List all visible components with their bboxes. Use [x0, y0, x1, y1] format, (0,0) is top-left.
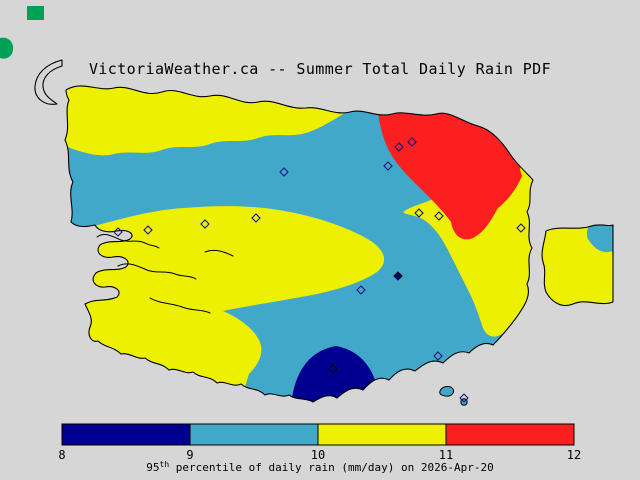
east-island-coastline: [541, 224, 614, 307]
colorbar-segment-yellow: [317, 423, 447, 446]
colorbar-tick: 12: [567, 448, 581, 462]
east-island-cyan: [586, 224, 613, 253]
colorbar-tick: 10: [311, 448, 325, 462]
coastline-main: [64, 85, 534, 403]
colorbar-caption-sup: th: [160, 460, 170, 469]
station-marker: [143, 225, 153, 235]
inlet-line: [204, 249, 234, 257]
coastline-hook: [34, 59, 63, 105]
colorbar-caption-rest: percentile of daily rain (mm/day) on 202…: [169, 461, 494, 474]
station-marker: [407, 137, 417, 147]
map-fragment-left-edge: [0, 37, 14, 59]
station-marker: [459, 393, 469, 403]
colorbar-tick: 9: [186, 448, 193, 462]
station-markers: [113, 137, 526, 403]
inlet-line: [149, 297, 211, 314]
colorbar: 8 9 10 11 12 95th percentile of daily ra…: [58, 423, 581, 474]
colorbar-caption-value: 95: [146, 461, 159, 474]
station-marker: [433, 351, 443, 361]
colorbar-tick: 8: [58, 448, 65, 462]
colorbar-tick: 11: [439, 448, 453, 462]
station-marker: [383, 161, 393, 171]
colorbar-segment-cyan: [189, 423, 319, 446]
colorbar-segment-red: [445, 423, 575, 446]
colorbar-frame: [61, 423, 575, 446]
islet: [439, 386, 454, 397]
station-marker: [279, 167, 289, 177]
station-marker: [328, 364, 338, 374]
station-marker: [113, 227, 123, 237]
station-marker: [394, 142, 404, 152]
map-fragment-square: [27, 6, 44, 20]
figure-title: VictoriaWeather.ca -- Summer Total Daily…: [89, 60, 551, 78]
station-marker: [356, 285, 366, 295]
station-marker: [200, 219, 210, 229]
station-marker: [516, 223, 526, 233]
colorbar-caption: 95th percentile of daily rain (mm/day) o…: [146, 460, 493, 474]
inlet-line: [117, 263, 197, 280]
colorbar-segment-navy: [61, 423, 191, 446]
inlet-line: [96, 234, 160, 249]
station-marker: [251, 213, 261, 223]
station-marker: [414, 208, 424, 218]
station-marker: [434, 211, 444, 221]
station-marker: [393, 271, 403, 281]
contour-red-northeast: [377, 102, 522, 240]
